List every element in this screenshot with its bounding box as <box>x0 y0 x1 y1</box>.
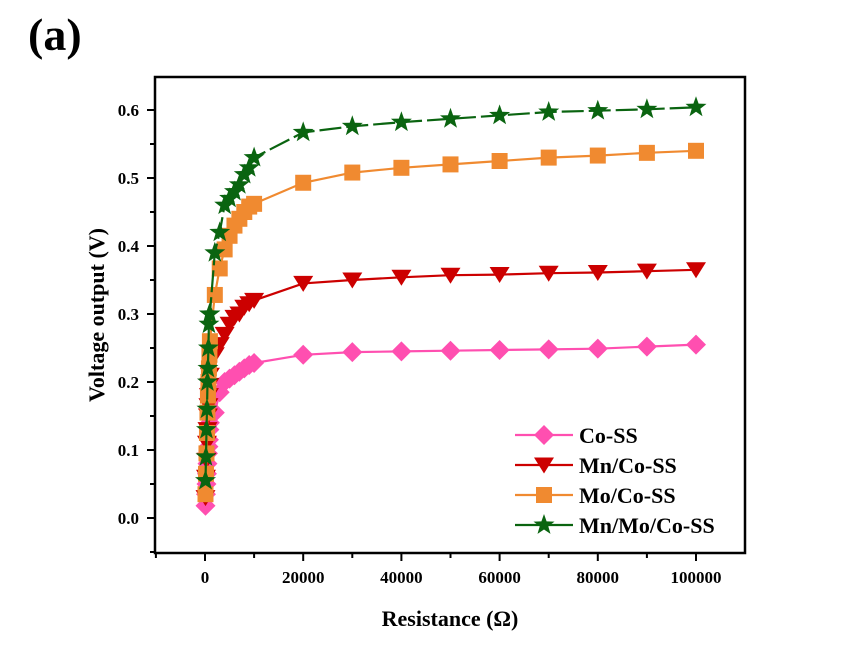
x-tick-label: 0 <box>201 568 210 587</box>
legend-item: Mo/Co-SS <box>515 483 676 508</box>
star-marker <box>197 371 218 391</box>
diamond-marker <box>636 336 657 357</box>
square-marker <box>589 147 606 164</box>
y-tick-label: 0.2 <box>118 373 139 392</box>
star-marker <box>204 241 226 262</box>
triangle-down-marker <box>293 275 314 292</box>
star-marker <box>195 445 217 466</box>
diamond-marker <box>391 341 412 362</box>
legend-label: Co-SS <box>579 423 638 448</box>
star-marker <box>197 357 219 378</box>
legend-label: Mn/Mo/Co-SS <box>579 513 715 538</box>
legend: Co-SS Mn/Co-SS Mo/Co-SS Mn/Mo/Co-SS <box>515 423 715 538</box>
x-axis-title: Resistance (Ω) <box>382 606 519 631</box>
star-marker <box>440 107 461 128</box>
diamond-marker <box>489 340 510 361</box>
triangle-down-marker <box>342 272 363 289</box>
square-marker <box>295 174 312 191</box>
diamond-marker <box>587 338 608 359</box>
diamond-marker <box>686 334 706 355</box>
star-marker <box>292 121 314 142</box>
star-marker <box>238 156 260 177</box>
y-tick-label: 0.5 <box>118 169 139 188</box>
series-mo-co-ss <box>197 142 704 503</box>
y-tick-label: 0.4 <box>118 237 140 256</box>
legend-label: Mo/Co-SS <box>579 483 676 508</box>
star-marker <box>685 96 707 117</box>
square-marker <box>206 286 223 303</box>
square-marker <box>344 164 361 181</box>
diamond-marker <box>342 342 363 363</box>
triangle-down-marker <box>244 292 265 309</box>
triangle-down-marker <box>538 265 559 282</box>
triangle-down-marker <box>636 263 657 280</box>
star-marker <box>533 514 555 534</box>
square-marker <box>197 486 214 503</box>
y-tick-label: 0.1 <box>118 441 139 460</box>
triangle-down-marker <box>686 262 706 279</box>
diamond-marker <box>440 340 461 361</box>
star-marker <box>538 101 560 121</box>
legend-label: Mn/Co-SS <box>579 453 677 478</box>
square-marker <box>536 487 552 503</box>
star-marker <box>198 313 220 334</box>
star-marker <box>209 221 231 242</box>
star-marker <box>489 104 511 125</box>
y-tick-label: 0.3 <box>118 305 139 324</box>
star-marker <box>243 146 265 167</box>
square-marker <box>688 142 704 159</box>
star-marker <box>198 337 219 357</box>
diamond-marker <box>244 352 265 373</box>
star-marker <box>390 111 412 132</box>
square-marker <box>211 260 228 277</box>
y-tick-label: 0.6 <box>118 101 139 120</box>
axes-group: 0 20000 40000 60000 80000 100000 0.0 0.1 0.2 0.3 0… <box>118 101 722 587</box>
star-marker <box>636 98 658 119</box>
star-marker <box>587 99 609 120</box>
square-marker <box>540 149 557 166</box>
star-marker <box>228 173 250 194</box>
diamond-marker <box>534 425 554 445</box>
legend-item: Co-SS <box>515 423 638 448</box>
star-marker <box>199 303 221 323</box>
plot-series-group <box>195 96 707 516</box>
square-marker <box>246 195 263 212</box>
square-marker <box>393 159 410 176</box>
triangle-down-marker <box>489 267 510 284</box>
y-tick-label: 0.0 <box>118 509 139 528</box>
legend-item: Mn/Co-SS <box>515 453 677 478</box>
square-marker <box>442 156 459 173</box>
panel-label: (a) <box>28 9 82 60</box>
x-tick-label: 80000 <box>577 568 620 587</box>
square-marker <box>491 153 508 169</box>
diamond-marker <box>293 344 314 365</box>
triangle-down-marker <box>391 269 412 286</box>
star-marker <box>196 418 217 439</box>
star-marker <box>341 115 363 136</box>
x-tick-label: 40000 <box>380 568 423 587</box>
x-tick-label: 20000 <box>282 568 325 587</box>
triangle-down-marker <box>440 267 461 284</box>
diamond-marker <box>538 339 559 360</box>
star-marker <box>196 398 218 419</box>
x-tick-label: 100000 <box>671 568 722 587</box>
triangle-down-marker <box>534 457 554 474</box>
square-marker <box>638 144 655 161</box>
series-mn-mo-co-ss <box>195 96 707 490</box>
legend-item: Mn/Mo/Co-SS <box>515 513 715 538</box>
star-marker <box>195 469 216 490</box>
x-tick-label: 60000 <box>478 568 521 587</box>
y-axis-title: Voltage output (V) <box>84 228 109 402</box>
triangle-down-marker <box>587 265 608 282</box>
